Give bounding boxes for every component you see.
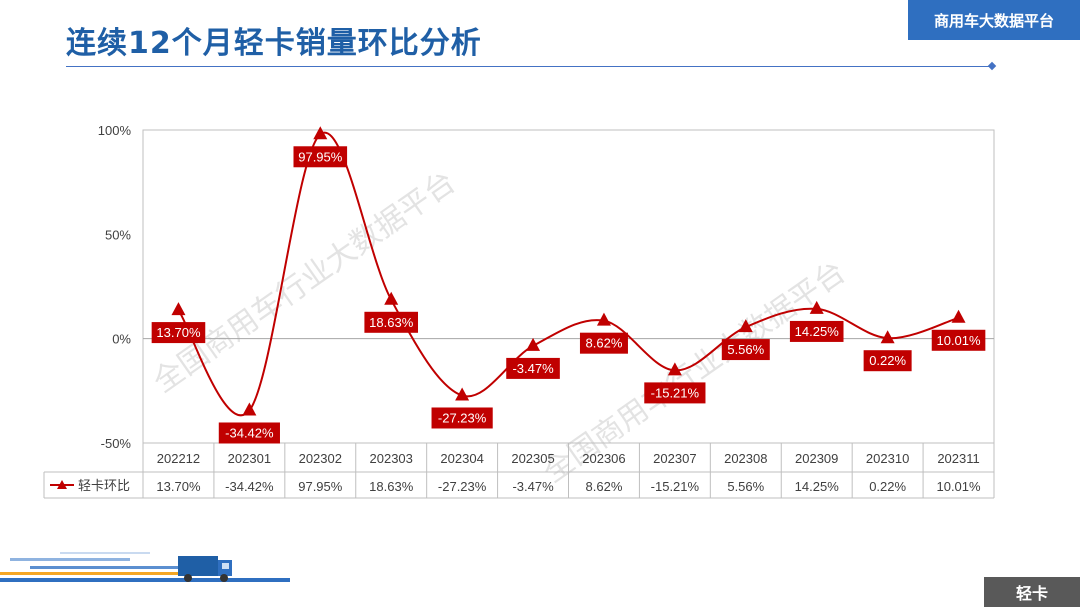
data-point-marker xyxy=(384,291,399,305)
y-tick-label: 0% xyxy=(112,332,131,347)
table-value: 8.62% xyxy=(586,479,623,494)
data-label: 10.01% xyxy=(931,329,986,351)
table-value: -27.23% xyxy=(438,479,487,494)
series-line xyxy=(171,126,966,417)
data-label-text: -27.23% xyxy=(438,410,487,425)
data-label: -27.23% xyxy=(431,407,493,429)
x-tick-label: 202301 xyxy=(228,451,271,466)
data-label: 13.70% xyxy=(151,322,206,344)
x-tick-label: 202306 xyxy=(582,451,625,466)
table-value: 18.63% xyxy=(369,479,414,494)
brand-badge: 商用车大数据平台 xyxy=(908,0,1080,40)
data-label: -34.42% xyxy=(218,422,280,444)
x-tick-label: 202309 xyxy=(795,451,838,466)
x-tick-label: 202307 xyxy=(653,451,696,466)
x-tick-label: 202303 xyxy=(370,451,413,466)
data-label-box xyxy=(863,350,912,372)
data-point-marker xyxy=(526,337,541,351)
data-label-box xyxy=(721,339,770,361)
data-label-text: 18.63% xyxy=(369,315,414,330)
data-label: -3.47% xyxy=(506,357,560,379)
data-label-text: 97.95% xyxy=(298,149,343,164)
data-label-text: 8.62% xyxy=(586,336,623,351)
data-label-text: 14.25% xyxy=(795,324,840,339)
data-point-marker xyxy=(880,330,895,344)
data-label-text: 0.22% xyxy=(869,353,906,368)
data-labels: 13.70% -34.42% 97.95% 18.63% -27.23% -3.47% 8.… xyxy=(151,146,986,444)
y-tick-label: 100% xyxy=(98,123,132,138)
x-tick-label: 202212 xyxy=(157,451,200,466)
data-label-text: -15.21% xyxy=(651,385,700,400)
table-value: -15.21% xyxy=(651,479,700,494)
data-table: 202212 202301 202302 202303 202304 202305 2023… xyxy=(43,443,995,499)
data-label-text: 5.56% xyxy=(727,342,764,357)
truck-banner-graphic xyxy=(0,552,290,582)
data-point-marker xyxy=(667,362,682,376)
table-value: -34.42% xyxy=(225,479,274,494)
data-label: 14.25% xyxy=(789,320,844,342)
data-point-marker xyxy=(738,319,753,333)
data-label-box xyxy=(364,311,419,333)
x-tick-label: 202310 xyxy=(866,451,909,466)
data-point-marker xyxy=(171,302,186,316)
data-point-marker xyxy=(596,312,611,326)
data-point-marker xyxy=(951,309,966,323)
y-tick-label: 50% xyxy=(105,227,131,242)
watermark-text: 全国商用车行业大数据平台 xyxy=(147,165,462,400)
y-tick-label: -50% xyxy=(101,436,132,451)
data-label: -15.21% xyxy=(644,382,706,404)
data-label-box xyxy=(506,357,560,379)
page-title: 连续12个月轻卡销量环比分析 xyxy=(66,26,482,61)
data-label: 0.22% xyxy=(863,350,912,372)
data-point-marker xyxy=(809,300,824,314)
series-path xyxy=(177,131,959,417)
table-value: -3.47% xyxy=(512,479,554,494)
data-label-box xyxy=(151,322,206,344)
table-value: 97.95% xyxy=(298,479,343,494)
data-label-text: 10.01% xyxy=(936,333,981,348)
table-value: 13.70% xyxy=(156,479,201,494)
table-value: 10.01% xyxy=(936,479,981,494)
data-label: 8.62% xyxy=(579,332,628,354)
data-label-box xyxy=(789,320,844,342)
legend-label: 轻卡环比 xyxy=(78,479,130,494)
data-label-text: -34.42% xyxy=(225,425,274,440)
data-point-marker xyxy=(242,402,257,416)
data-point-marker xyxy=(455,387,470,401)
table-value: 5.56% xyxy=(727,479,764,494)
x-tick-label: 202302 xyxy=(299,451,342,466)
y-axis: -50% 0% 50% 100% xyxy=(98,123,132,451)
table-value: 0.22% xyxy=(869,479,906,494)
data-label-box xyxy=(644,382,706,404)
data-label: 97.95% xyxy=(293,146,348,168)
x-tick-label: 202305 xyxy=(511,451,554,466)
data-label-box xyxy=(431,407,493,429)
x-tick-label: 202308 xyxy=(724,451,767,466)
data-point-marker xyxy=(313,126,328,140)
data-label-text: 13.70% xyxy=(156,325,201,340)
data-label-text: -3.47% xyxy=(512,361,554,376)
x-tick-label: 202311 xyxy=(937,451,979,466)
category-tag: 轻卡 xyxy=(984,577,1080,607)
data-label: 5.56% xyxy=(721,339,770,361)
data-label-box xyxy=(579,332,628,354)
table-value: 14.25% xyxy=(795,479,840,494)
title-divider xyxy=(66,66,994,67)
x-tick-label: 202304 xyxy=(440,451,483,466)
data-label-box xyxy=(218,422,280,444)
legend-triangle-icon xyxy=(57,480,67,489)
data-label-box xyxy=(293,146,348,168)
data-label-box xyxy=(931,329,986,351)
data-label: 18.63% xyxy=(364,311,419,333)
